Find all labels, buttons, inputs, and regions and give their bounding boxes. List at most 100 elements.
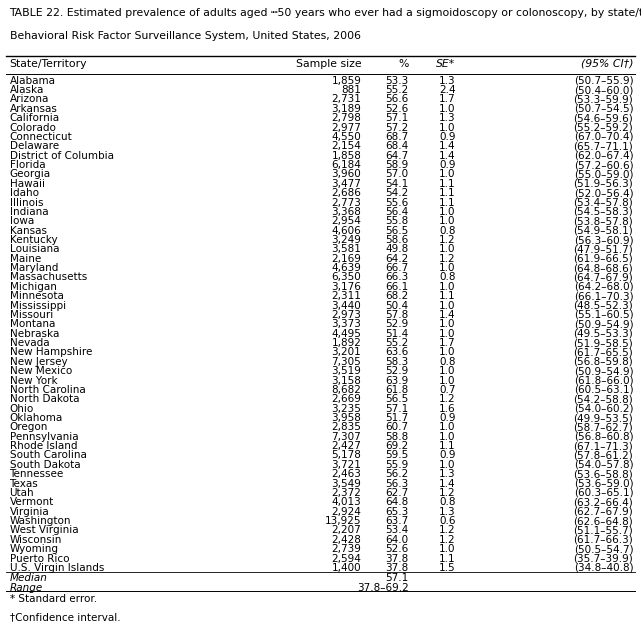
Text: Colorado: Colorado [10,122,56,133]
Text: 50.4: 50.4 [385,300,408,311]
Text: (54.6–59.6): (54.6–59.6) [574,113,633,123]
Text: 1,400: 1,400 [331,563,362,573]
Text: 2,798: 2,798 [331,113,362,123]
Text: (66.1–70.3): (66.1–70.3) [574,291,633,301]
Text: 37.8: 37.8 [385,563,408,573]
Text: 1.7: 1.7 [439,94,456,105]
Text: 2,686: 2,686 [331,188,362,198]
Text: 3,158: 3,158 [331,376,362,385]
Text: 1.0: 1.0 [439,366,456,376]
Text: 2,169: 2,169 [331,254,362,263]
Text: 57.1: 57.1 [385,113,408,123]
Text: 7,305: 7,305 [331,357,362,367]
Text: 57.2: 57.2 [385,122,408,133]
Text: Maine: Maine [10,254,41,263]
Text: 64.7: 64.7 [385,151,408,161]
Text: 2,835: 2,835 [331,422,362,433]
Text: Maryland: Maryland [10,263,58,273]
Text: Nebraska: Nebraska [10,329,59,339]
Text: 1.1: 1.1 [439,198,456,207]
Text: 1.3: 1.3 [439,113,456,123]
Text: 58.3: 58.3 [385,357,408,367]
Text: (62.7–67.9): (62.7–67.9) [574,507,633,517]
Text: 63.9: 63.9 [385,376,408,385]
Text: South Carolina: South Carolina [10,450,87,461]
Text: 37.8–69.2: 37.8–69.2 [356,582,408,593]
Text: 58.6: 58.6 [385,235,408,245]
Text: Minnesota: Minnesota [10,291,63,301]
Text: 1.2: 1.2 [439,488,456,498]
Text: State/Territory: State/Territory [10,59,87,69]
Text: 53.3: 53.3 [385,76,408,85]
Text: (61.8–66.0): (61.8–66.0) [574,376,633,385]
Text: 51.7: 51.7 [385,413,408,423]
Text: 3,373: 3,373 [331,320,362,329]
Text: South Dakota: South Dakota [10,460,80,470]
Text: Tennessee: Tennessee [10,469,64,479]
Text: Oregon: Oregon [10,422,48,433]
Text: 1.0: 1.0 [439,244,456,255]
Text: 57.1: 57.1 [385,574,408,583]
Text: %: % [398,59,408,69]
Text: Behavioral Risk Factor Surveillance System, United States, 2006: Behavioral Risk Factor Surveillance Syst… [10,31,360,41]
Text: 1.0: 1.0 [439,376,456,385]
Text: TABLE 22. Estimated prevalence of adults aged ┉50 years who ever had a sigmoidos: TABLE 22. Estimated prevalence of adults… [10,8,641,18]
Text: 4,606: 4,606 [331,226,362,235]
Text: (34.8–40.8): (34.8–40.8) [574,563,633,573]
Text: 1.1: 1.1 [439,554,456,563]
Text: Arizona: Arizona [10,94,49,105]
Text: 3,189: 3,189 [331,104,362,114]
Text: (67.1–71.3): (67.1–71.3) [574,441,633,451]
Text: (60.3–65.1): (60.3–65.1) [574,488,633,498]
Text: Illinois: Illinois [10,198,43,207]
Text: Idaho: Idaho [10,188,38,198]
Text: Texas: Texas [10,478,38,489]
Text: 57.1: 57.1 [385,404,408,413]
Text: 1.1: 1.1 [439,179,456,189]
Text: 60.7: 60.7 [385,422,408,433]
Text: Ohio: Ohio [10,404,34,413]
Text: (56.8–60.8): (56.8–60.8) [574,432,633,441]
Text: 68.2: 68.2 [385,291,408,301]
Text: Florida: Florida [10,160,45,170]
Text: 1.0: 1.0 [439,207,456,217]
Text: 1.0: 1.0 [439,544,456,554]
Text: 57.0: 57.0 [385,170,408,179]
Text: Alabama: Alabama [10,76,56,85]
Text: 2,924: 2,924 [331,507,362,517]
Text: Range: Range [10,582,43,593]
Text: (52.0–56.4): (52.0–56.4) [574,188,633,198]
Text: (49.9–53.5): (49.9–53.5) [574,413,633,423]
Text: (57.2–60.6): (57.2–60.6) [574,160,633,170]
Text: 1.0: 1.0 [439,104,456,114]
Text: (55.0–59.0): (55.0–59.0) [574,170,633,179]
Text: 1.0: 1.0 [439,282,456,292]
Text: (56.3–60.9): (56.3–60.9) [574,235,633,245]
Text: 55.2: 55.2 [385,85,408,95]
Text: 1.4: 1.4 [439,151,456,161]
Text: Vermont: Vermont [10,497,54,507]
Text: (50.9–54.9): (50.9–54.9) [574,320,633,329]
Text: 7,307: 7,307 [331,432,362,441]
Text: Alaska: Alaska [10,85,44,95]
Text: 2,428: 2,428 [331,535,362,545]
Text: 1.1: 1.1 [439,291,456,301]
Text: Puerto Rico: Puerto Rico [10,554,69,563]
Text: (62.6–64.8): (62.6–64.8) [574,516,633,526]
Text: 52.6: 52.6 [385,104,408,114]
Text: 54.1: 54.1 [385,179,408,189]
Text: Missouri: Missouri [10,310,53,320]
Text: (50.4–60.0): (50.4–60.0) [574,85,633,95]
Text: (51.9–58.5): (51.9–58.5) [574,338,633,348]
Text: Iowa: Iowa [10,216,34,226]
Text: Delaware: Delaware [10,142,59,151]
Text: 64.8: 64.8 [385,497,408,507]
Text: 1.0: 1.0 [439,320,456,329]
Text: 51.4: 51.4 [385,329,408,339]
Text: 56.2: 56.2 [385,469,408,479]
Text: 4,550: 4,550 [331,132,362,142]
Text: 1.2: 1.2 [439,235,456,245]
Text: 0.8: 0.8 [439,497,456,507]
Text: (54.9–58.1): (54.9–58.1) [574,226,633,235]
Text: Kansas: Kansas [10,226,47,235]
